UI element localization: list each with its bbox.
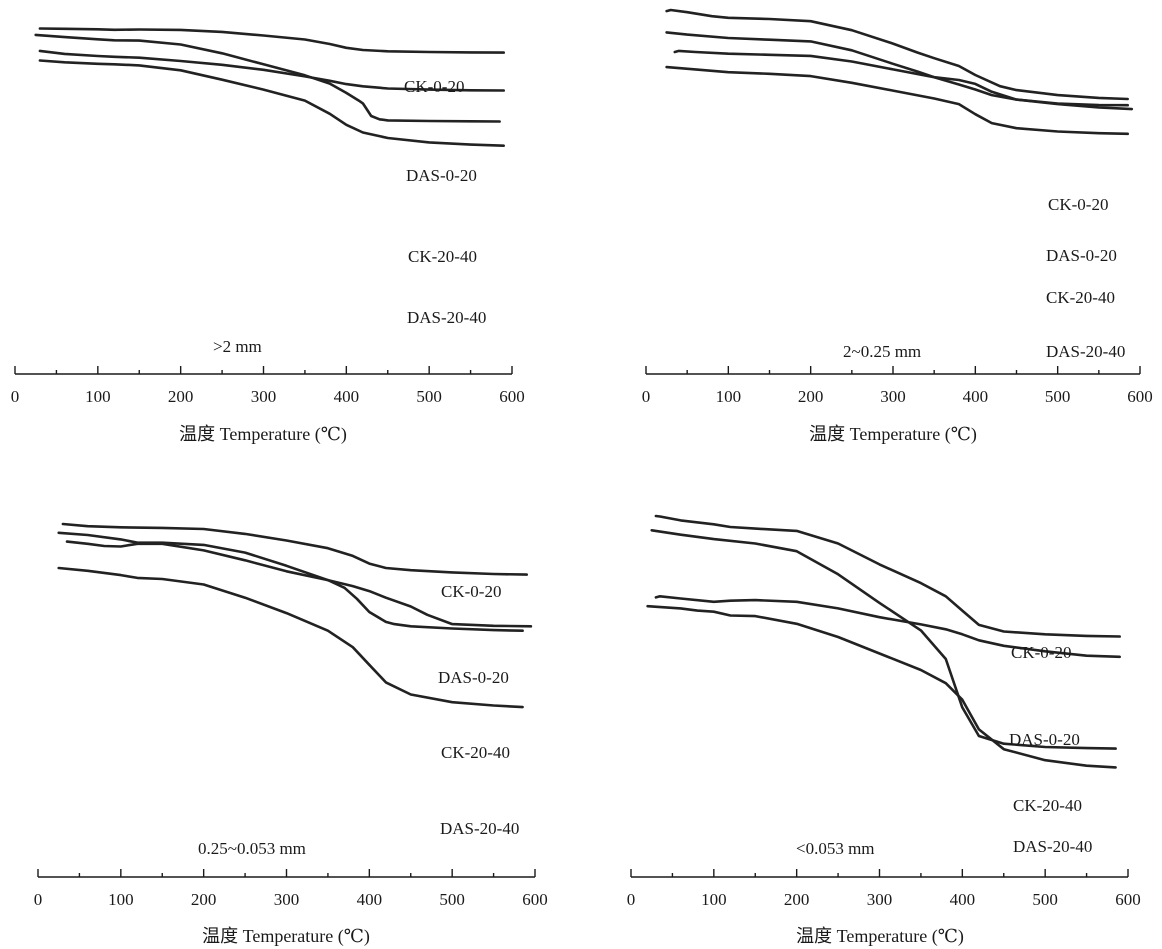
series-label-das-20-40: DAS-20-40 xyxy=(440,819,519,838)
series-label-ck-20-40: CK-20-40 xyxy=(408,247,477,266)
curve-das-20-40 xyxy=(646,604,1117,769)
panel-label: <0.053 mm xyxy=(796,839,875,858)
x-tick-label: 100 xyxy=(701,890,727,909)
x-tick-label: 600 xyxy=(1115,890,1141,909)
x-tick-label: 300 xyxy=(867,890,893,909)
series-label-das-0-20: DAS-0-20 xyxy=(1046,246,1117,265)
panel-label: 0.25~0.053 mm xyxy=(198,839,306,858)
x-tick-label: 300 xyxy=(880,387,906,406)
panel-label: >2 mm xyxy=(213,337,262,356)
curve-ck-0-20 xyxy=(665,8,1129,101)
curve-ck-0-20 xyxy=(61,522,528,576)
series-label-das-20-40: DAS-20-40 xyxy=(407,308,486,327)
x-tick-label: 400 xyxy=(950,890,976,909)
series-label-ck-0-20: CK-0-20 xyxy=(404,77,464,96)
panel-label: 2~0.25 mm xyxy=(843,342,921,361)
curve-ck-0-20 xyxy=(654,514,1121,638)
x-tick-label: 600 xyxy=(522,890,548,909)
series-label-ck-0-20: CK-0-20 xyxy=(1048,195,1108,214)
x-tick-label: 500 xyxy=(1032,890,1058,909)
x-tick-label: 200 xyxy=(798,387,824,406)
curve-ck-20-40 xyxy=(34,33,501,123)
series-label-ck-20-40: CK-20-40 xyxy=(1013,796,1082,815)
x-tick-label: 100 xyxy=(716,387,742,406)
x-axis-title: 温度 Temperature (℃) xyxy=(809,424,977,445)
x-tick-label: 400 xyxy=(963,387,989,406)
series-label-das-0-20: DAS-0-20 xyxy=(438,668,509,687)
x-tick-label: 600 xyxy=(499,387,525,406)
x-tick-label: 500 xyxy=(439,890,465,909)
series-label-ck-20-40: CK-20-40 xyxy=(1046,288,1115,307)
x-tick-label: 0 xyxy=(627,890,636,909)
x-tick-label: 200 xyxy=(784,890,810,909)
curve-das-20-40 xyxy=(665,65,1129,136)
chart-panel-1: 0 100 200 300 400 500 600 CK-0-20 DAS-0-20 CK-… xyxy=(11,27,525,445)
curve-ck-0-20 xyxy=(38,27,505,54)
curve-das-0-20 xyxy=(38,49,505,92)
x-tick-label: 0 xyxy=(34,890,43,909)
series-label-ck-0-20: CK-0-20 xyxy=(441,582,501,601)
curve-ck-20-40 xyxy=(57,531,524,632)
series-label-das-0-20: DAS-0-20 xyxy=(406,166,477,185)
x-axis-title: 温度 Temperature (℃) xyxy=(179,424,347,445)
series-label-das-0-20: DAS-0-20 xyxy=(1009,730,1080,749)
x-tick-label: 0 xyxy=(11,387,20,406)
chart-panel-4: 0 100 200 300 400 500 600 CK-0-20 DAS-0-20 CK-… xyxy=(627,514,1141,947)
chart-panel-2: 0 100 200 300 400 500 600 CK-0-20 DAS-0-20 CK-… xyxy=(642,8,1153,445)
series-label-ck-0-20: CK-0-20 xyxy=(1011,643,1071,662)
x-axis-title: 温度 Temperature (℃) xyxy=(202,926,370,947)
chart-panel-3: 0 100 200 300 400 500 600 CK-0-20 DAS-0-20 CK-… xyxy=(34,522,548,947)
x-axis-title: 温度 Temperature (℃) xyxy=(796,926,964,947)
x-tick-label: 400 xyxy=(357,890,383,909)
x-tick-label: 200 xyxy=(168,387,194,406)
x-tick-label: 200 xyxy=(191,890,217,909)
series-label-das-20-40: DAS-20-40 xyxy=(1013,837,1092,856)
series-label-ck-20-40: CK-20-40 xyxy=(441,743,510,762)
curve-das-20-40 xyxy=(57,566,524,709)
x-tick-label: 0 xyxy=(642,387,651,406)
series-label-das-20-40: DAS-20-40 xyxy=(1046,342,1125,361)
x-tick-label: 300 xyxy=(274,890,300,909)
x-tick-label: 100 xyxy=(108,890,134,909)
x-tick-label: 500 xyxy=(1045,387,1071,406)
x-tick-label: 600 xyxy=(1127,387,1153,406)
x-tick-label: 500 xyxy=(416,387,442,406)
curve-das-0-20 xyxy=(65,540,533,628)
x-tick-label: 400 xyxy=(334,387,360,406)
curve-ck-20-40 xyxy=(650,529,1117,750)
curve-ck-20-40 xyxy=(673,49,1129,107)
x-tick-label: 300 xyxy=(251,387,277,406)
x-tick-label: 100 xyxy=(85,387,111,406)
curve-das-0-20 xyxy=(654,595,1121,659)
curve-das-20-40 xyxy=(38,59,505,147)
